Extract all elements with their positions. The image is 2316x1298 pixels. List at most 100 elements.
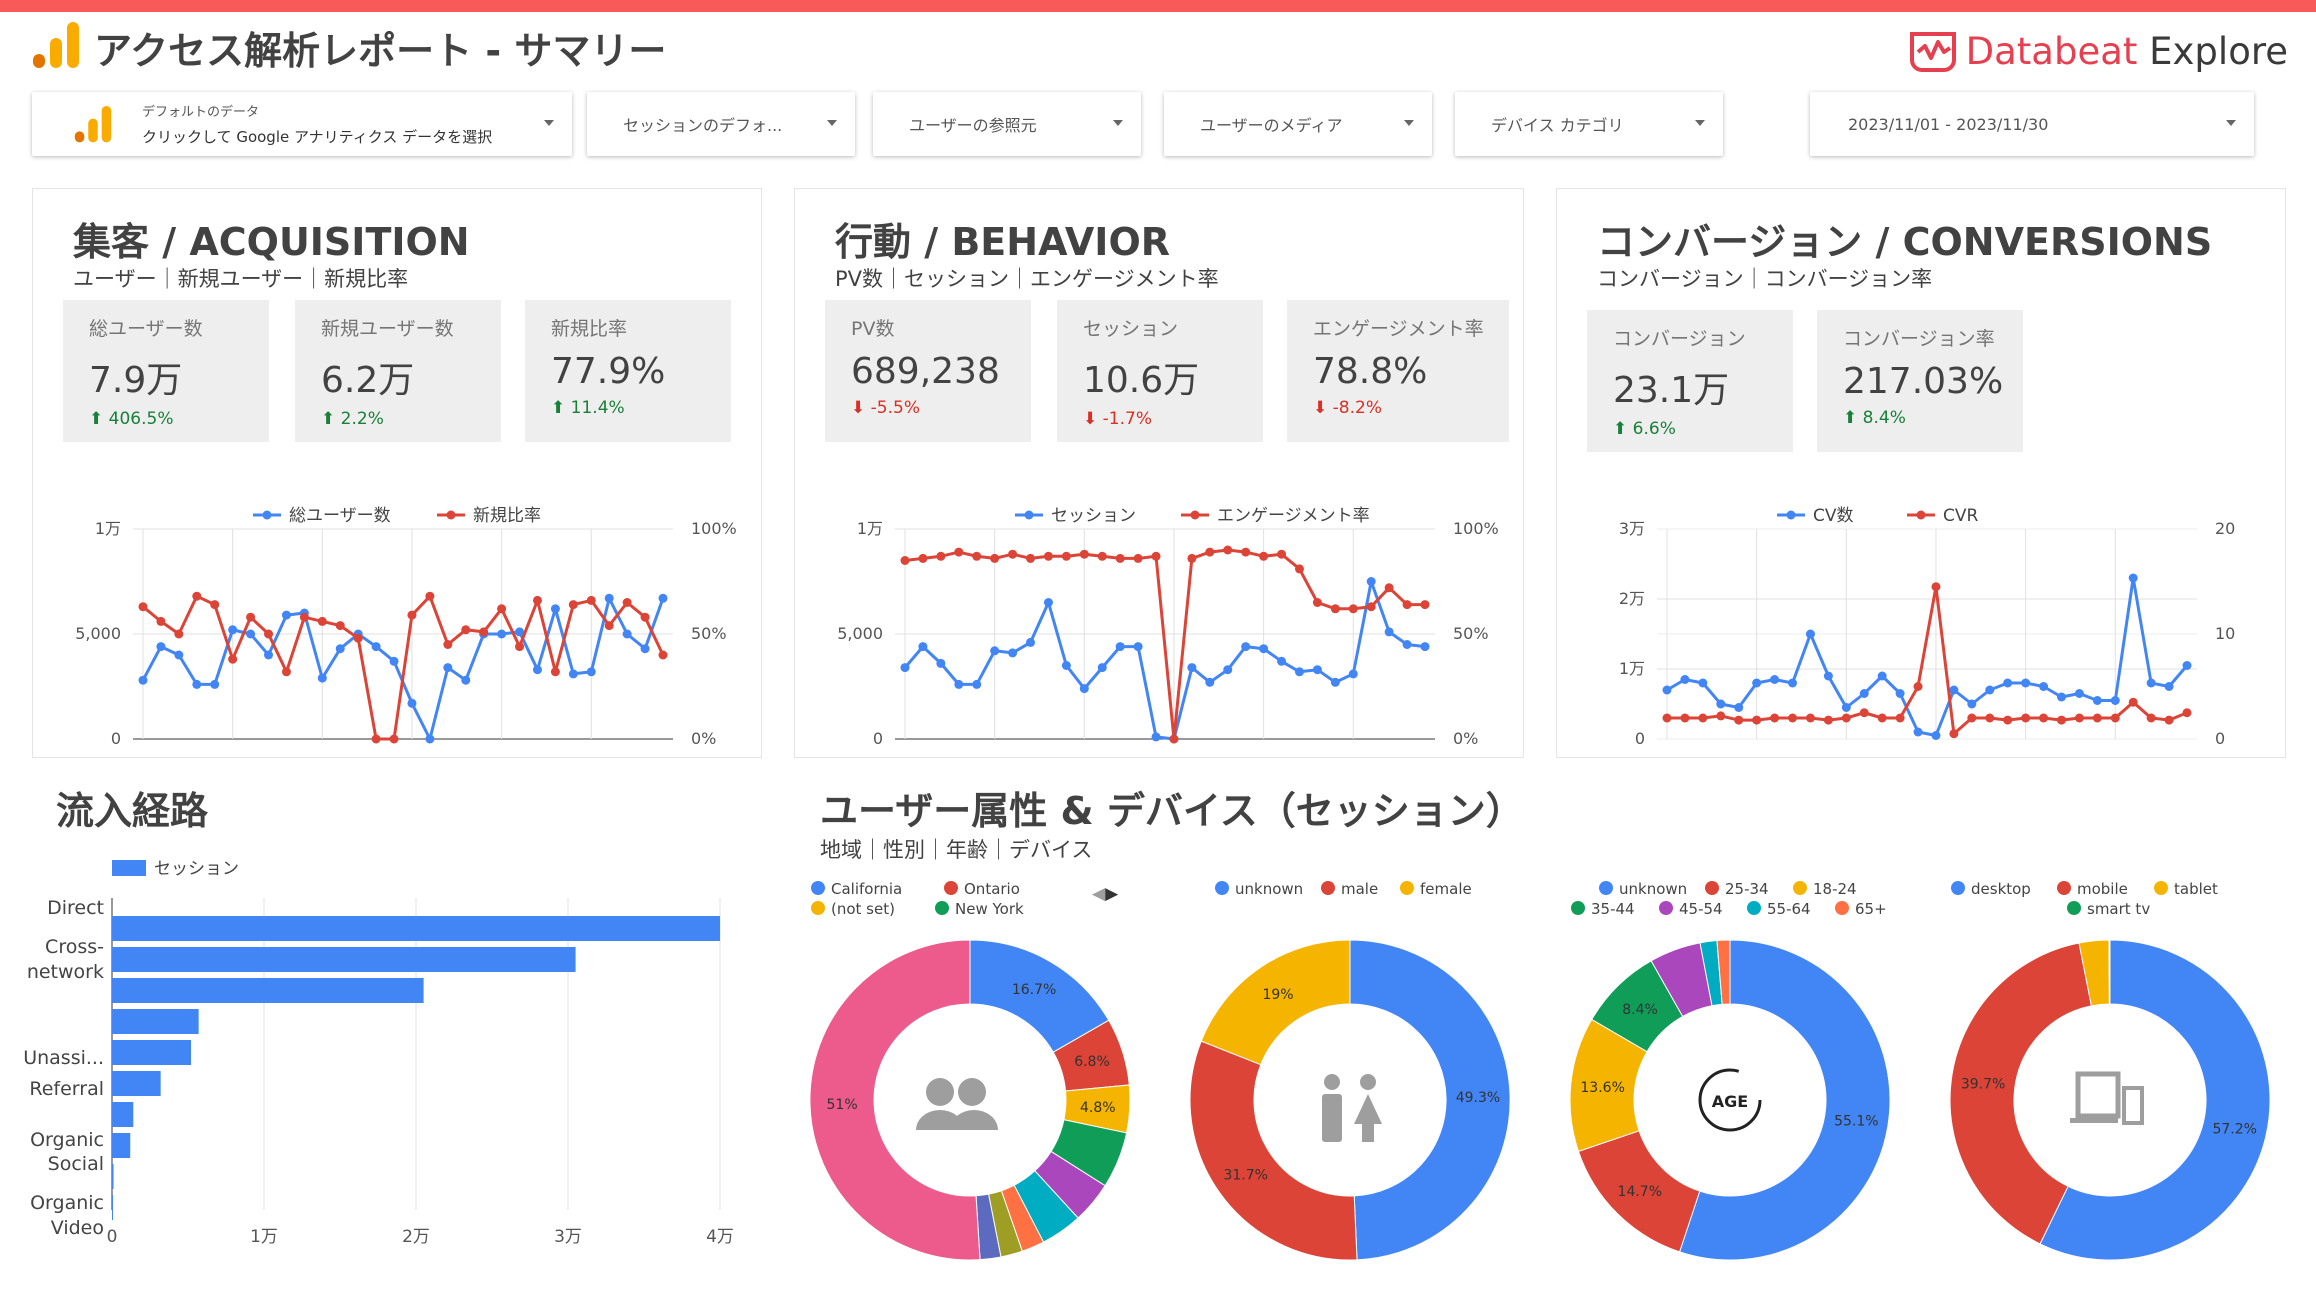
brand-suffix: Explore [2149,29,2288,73]
data-point [264,650,274,660]
data-point [1680,675,1690,684]
data-point [317,673,327,683]
data-point [2074,713,2084,723]
analytics-logo-icon [33,22,79,74]
bar [112,1133,131,1158]
slice-label: 55.1% [1834,1113,1878,1129]
data-point [1205,547,1215,557]
data-point [1985,685,1995,695]
data-point [1061,551,1071,561]
legend-label: 65+ [1855,900,1887,918]
data-point [1097,551,1107,561]
y-right-tick-label: 20 [2215,519,2235,538]
data-point [1662,713,1672,723]
data-point [371,734,381,744]
demographics-title: ユーザー属性 & デバイス（セッション） [820,789,1524,833]
user-medium-filter[interactable]: ユーザーのメディア [1164,92,1432,156]
session-default-filter[interactable]: セッションのデフォ... [587,92,855,156]
data-point [1259,551,1269,561]
behavior-line-chart: セッションエンゲージメント率05,0001万0%50%100%11月1日11月6… [837,506,1499,748]
data-point [1967,713,1977,723]
data-point [1026,637,1036,647]
data-point [640,644,650,654]
legend-label: (not set) [831,900,895,918]
pie-slice [1200,939,1351,1066]
chevron-down-icon [1113,120,1123,126]
legend-label: CV数 [1813,506,1854,526]
data-point [1294,667,1304,677]
kpi-value: 10.6万 [1083,360,1200,401]
legend-dot [1599,881,1613,895]
datasource-hint: クリックして Google アナリティクス データを選択 [142,128,493,146]
category-label: Organic [30,1192,104,1214]
arrow-up-icon: ⬆ [321,409,336,429]
data-point [281,610,291,620]
data-point [1913,727,1923,737]
date-range-picker[interactable]: 2023/11/01 - 2023/11/30 [1810,92,2254,156]
pager-next-icon[interactable]: ▶ [1105,884,1119,904]
data-point [658,650,668,660]
category-label: Cross- [45,936,104,958]
data-point [1277,549,1287,559]
x-tick-label: 4万 [706,1227,734,1247]
pager-prev-icon[interactable]: ◀ [1092,884,1106,904]
bar [112,1071,161,1096]
data-point [299,612,309,622]
legend-label: unknown [1619,880,1687,898]
data-point [1169,734,1179,744]
top-accent-bar [0,0,2316,12]
slice-label: 13.6% [1580,1080,1624,1096]
data-point [2182,661,2192,670]
series-line [904,548,1425,741]
filter-label: デバイス カテゴリ [1491,116,1624,135]
category-label: Organic [30,1129,104,1151]
kpi-delta-value: 6.6% [1632,419,1676,439]
legend-dot [2057,881,2071,895]
data-point [2056,715,2066,725]
bar [112,947,576,972]
data-point [443,640,453,649]
legend-marker [262,510,272,520]
data-point [1330,677,1340,687]
data-point [918,553,928,563]
series-line [1666,576,2189,737]
data-point [246,629,256,639]
data-point [515,642,525,652]
y-right-tick-label: 50% [1453,624,1489,643]
data-point [972,551,982,561]
data-point [174,629,184,639]
data-point [1043,551,1053,561]
slice-label: 49.3% [1456,1090,1500,1106]
data-point [174,650,184,660]
kpi-delta: ⬇ -8.2% [1313,398,1509,418]
kpi-engagement-rate: エンゲージメント率 78.8% ⬇ -8.2% [1287,300,1509,442]
device-category-filter[interactable]: デバイス カテゴリ [1455,92,1723,156]
pie-slice [1678,939,1891,1261]
user-source-filter[interactable]: ユーザーの参照元 [873,92,1141,156]
data-point [1841,713,1851,723]
conversions-subtitle: コンバージョン｜コンバージョン率 [1597,267,1933,291]
category-label: Social [48,1153,104,1175]
data-point [1133,553,1143,563]
data-point [1788,678,1798,688]
data-point [954,547,964,557]
data-point [1895,689,1905,698]
data-point [2128,697,2138,707]
kpi-delta-value: -5.5% [870,398,920,418]
bar [112,1195,113,1220]
acquisition-title: 集客 / ACQUISITION [73,220,470,264]
datasource-selector[interactable]: デフォルトのデータ クリックして Google アナリティクス データを選択 [32,92,572,156]
datasource-label: デフォルトのデータ [142,105,260,120]
conversions-line-chart: CV数CVR01万2万3万0102011月1日11月6日11月11日11月16日… [1619,506,2236,748]
kpi-label: 新規ユーザー数 [321,318,454,340]
data-point [2110,713,2120,723]
legend-marker [1916,510,1926,520]
data-point [1823,715,1833,725]
y-right-tick-label: 0 [2215,729,2225,748]
slice-label: 4.8% [1080,1100,1116,1116]
bar [112,978,424,1003]
y-tick-label: 0 [111,729,121,748]
databeat-logo-icon [1909,32,1956,72]
data-point [550,667,560,677]
data-point [425,734,435,744]
